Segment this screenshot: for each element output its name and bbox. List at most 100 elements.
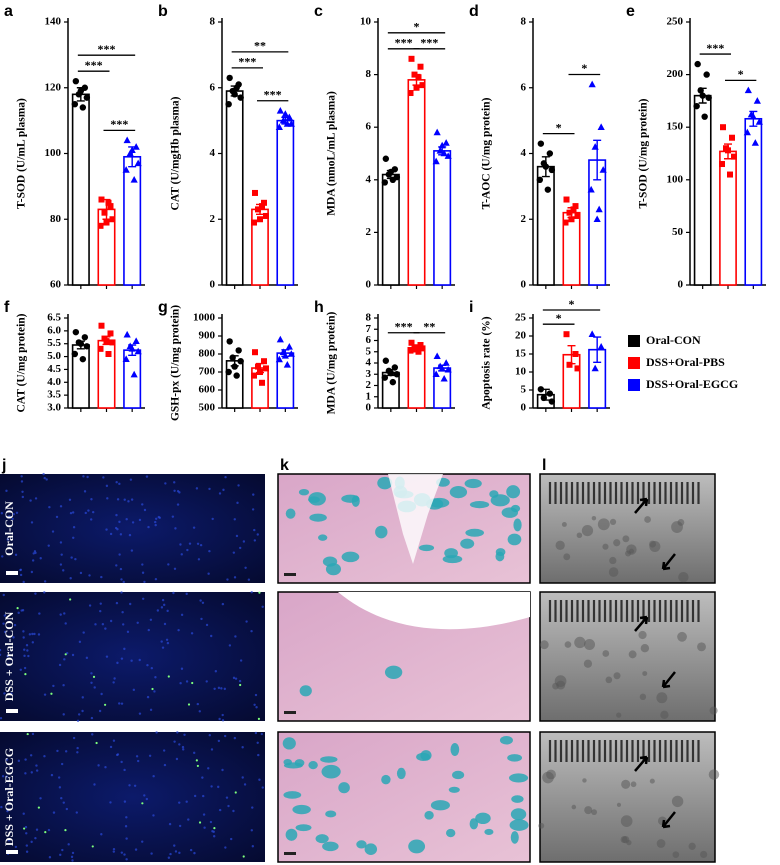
tunel-spot [187,703,191,706]
nucleus [98,709,102,713]
nucleus [93,686,96,689]
data-point [98,322,105,329]
nucleus [60,553,63,556]
nucleus [76,746,79,750]
nucleus [146,663,149,667]
data-point [263,365,269,372]
goblet-cells [341,551,360,563]
data-point [235,347,242,354]
data-point [570,206,577,213]
data-point [563,331,570,338]
nucleus [91,510,95,514]
nucleus [99,609,102,613]
nucleus [22,580,25,584]
nucleus [208,487,211,491]
nucleus [71,653,75,657]
nucleus [163,763,167,767]
nucleus [239,659,243,662]
nucleus [72,526,76,529]
organelle [621,779,631,789]
nucleus [232,809,235,813]
data-point [103,219,110,226]
nucleus [7,839,11,842]
data-point [432,370,440,378]
nucleus [15,511,19,514]
nucleus [171,515,175,518]
nucleus [251,806,254,809]
organelle [708,769,720,780]
organelle [628,650,637,659]
goblet-cells [384,665,403,679]
nucleus [23,666,27,670]
nucleus [160,640,163,643]
data-point [544,186,552,193]
data-point [276,335,284,343]
y-axis-label: T-AOC (U/mg protein) [481,97,493,209]
goblet-cells [308,492,326,506]
nucleus [22,812,25,815]
goblet-cells [325,810,337,818]
nucleus [3,692,6,695]
scale-bar [6,850,18,854]
nucleus [19,573,23,577]
nucleus [38,612,41,615]
goblet-cells [446,828,456,838]
tunel-spot [195,759,198,762]
organelle [608,567,619,577]
nucleus [24,758,27,761]
organelle [616,802,622,807]
nucleus [64,750,68,753]
tunel-spot [191,681,194,685]
data-point [417,63,424,70]
data-point [281,352,289,359]
goblet-cells [465,528,485,537]
scale-bar [284,573,296,576]
nucleus [109,745,113,749]
nucleus [167,856,171,859]
nucleus [174,527,177,530]
nucleus [30,521,34,524]
tunel-spot [239,683,242,687]
tunel-spot [196,764,199,768]
nucleus [178,743,181,746]
nucleus [224,475,227,479]
nucleus [39,557,42,560]
data-point [98,196,105,203]
nucleus [177,628,180,632]
nucleus [109,619,113,623]
nucleus [59,563,63,566]
nucleus [106,497,109,500]
nucleus [14,553,18,557]
nucleus [81,696,84,699]
nucleus [10,692,13,695]
nucleus [185,680,189,683]
tunel-spot [64,653,67,656]
image-frame [0,592,265,721]
nucleus [154,517,158,520]
data-point [444,365,452,373]
y-tick-label: 10 [360,16,372,28]
arrow [661,811,676,829]
y-tick-label: 1 [366,390,372,402]
nucleus [114,526,118,530]
nucleus [118,553,121,556]
significance-label: ** [423,320,435,334]
nucleus [24,772,27,775]
nucleus [45,478,48,481]
data-point [132,337,140,344]
nucleus [17,611,20,615]
organelle [583,638,596,651]
row-label: DSS + Oral-EGCG [2,748,16,846]
y-tick-label: 250 [667,16,684,28]
significance-label: * [556,311,562,325]
data-point [701,113,708,120]
nucleus [154,577,158,581]
data-point [77,340,85,347]
y-tick-label: 8 [366,68,372,80]
y-axis-label: CAT (U/mgHb plasma) [170,96,182,210]
organelle [602,543,609,550]
y-tick-label: 0 [521,402,527,414]
nucleus [31,559,35,562]
y-tick-label: 100 [45,147,62,159]
nucleus [141,840,144,843]
